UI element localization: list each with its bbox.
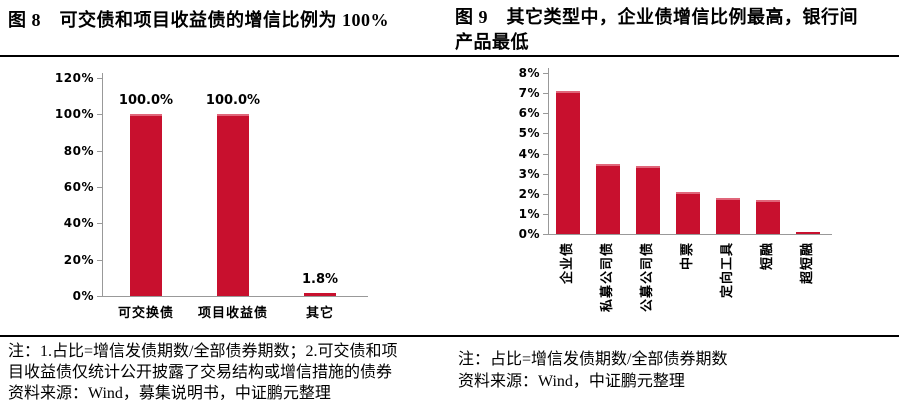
bar-定向工具	[716, 198, 740, 234]
bar-短融	[756, 200, 780, 234]
y-tick-mark	[97, 78, 102, 79]
y-tick-mark	[97, 260, 102, 261]
bar-value-label: 100.0%	[118, 93, 174, 108]
y-tick-mark	[543, 214, 548, 215]
bar-项目收益债	[217, 114, 249, 296]
bar-超短融	[796, 232, 820, 234]
y-tick-mark	[543, 133, 548, 134]
figure8-bar-chart: 120% 100% 80% 60% 40% 20% 0% 100.0% 可交换债 100.0% 项目…	[54, 71, 368, 321]
figure8-title-line: 图 8 可交债和项目收益债的增信比例为 100%	[8, 10, 389, 30]
y-tick-label: 5%	[518, 126, 540, 140]
y-tick-label: 40%	[63, 216, 94, 230]
figure-notes-row: 注：1.占比=增信发债期数/全部债券期数；2.可交债和项 目收益债仅统计公开披露…	[0, 335, 899, 406]
figure-titles-row: 图 8 可交债和项目收益债的增信比例为 100% 图 9 其它类型中，企业债增信…	[0, 0, 899, 57]
figure9-title-line2: 产品最低	[455, 32, 529, 52]
figure9-source-line: 资料来源：Wind，中证鹏元整理	[458, 373, 685, 390]
x-category-label: 可交换债	[117, 306, 174, 321]
bar-可交换债	[130, 114, 162, 296]
x-category-label: 超短融	[800, 242, 815, 285]
y-tick-mark	[543, 73, 548, 74]
x-category-label: 短融	[760, 242, 775, 271]
y-tick-label: 4%	[518, 147, 540, 161]
figure8-title: 图 8 可交债和项目收益债的增信比例为 100%	[8, 8, 389, 33]
x-category-label: 企业债	[560, 242, 575, 285]
bar-value-label: 1.8%	[301, 272, 339, 287]
y-tick-label: 8%	[518, 66, 540, 80]
y-tick-mark	[543, 194, 548, 195]
y-tick-mark	[543, 154, 548, 155]
figure9-note-line1: 注：占比=增信发债期数/全部债券期数	[458, 351, 728, 368]
y-tick-mark	[543, 174, 548, 175]
bar-公募公司债	[636, 166, 660, 234]
x-category-label: 定向工具	[720, 242, 735, 299]
figure9-bar-chart: 8% 7% 6% 5% 4% 3% 2% 1% 0% 企业债 私募公司债 公募公司债 中票 定向工具 短融超…	[518, 66, 832, 313]
y-tick-label: 120%	[54, 71, 94, 85]
y-tick-label: 20%	[63, 253, 94, 267]
y-tick-label: 0%	[72, 289, 94, 303]
y-tick-mark	[97, 114, 102, 115]
figure9-title-line1: 图 9 其它类型中，企业债增信比例最高，银行间	[455, 7, 858, 27]
x-category-label: 私募公司债	[600, 242, 615, 313]
y-tick-label: 100%	[54, 107, 94, 121]
y-tick-mark	[543, 234, 548, 235]
y-tick-mark	[97, 187, 102, 188]
bar-私募公司债	[596, 164, 620, 234]
bar-其它	[304, 293, 336, 296]
y-tick-label: 1%	[518, 207, 540, 221]
figure9-notes: 注：占比=增信发债期数/全部债券期数 资料来源：Wind，中证鹏元整理	[458, 349, 727, 393]
y-tick-mark	[97, 223, 102, 224]
y-tick-mark	[97, 296, 102, 297]
y-tick-mark	[543, 93, 548, 94]
bar-企业债	[556, 91, 580, 234]
y-tick-label: 80%	[63, 144, 94, 158]
x-axis-line	[548, 234, 832, 235]
y-tick-label: 6%	[518, 106, 540, 120]
y-tick-label: 0%	[518, 227, 540, 241]
y-tick-label: 2%	[518, 187, 540, 201]
x-category-label: 中票	[680, 242, 695, 271]
y-tick-label: 60%	[63, 180, 94, 194]
bar-value-label: 100.0%	[205, 93, 261, 108]
y-tick-label: 3%	[518, 167, 540, 181]
y-tick-mark	[543, 113, 548, 114]
x-category-label: 项目收益债	[197, 306, 268, 321]
x-axis-line	[102, 296, 368, 297]
figure8-source-line: 资料来源：Wind，募集说明书，中证鹏元整理	[8, 385, 331, 402]
figure8-note-line1: 注：1.占比=增信发债期数/全部债券期数；2.可交债和项	[8, 343, 398, 360]
y-tick-label: 7%	[518, 86, 540, 100]
y-axis-line	[102, 73, 103, 296]
y-axis-line	[548, 68, 549, 234]
figure9-title: 图 9 其它类型中，企业债增信比例最高，银行间 产品最低	[455, 5, 858, 55]
x-category-label: 公募公司债	[640, 242, 655, 313]
figure8-notes: 注：1.占比=增信发债期数/全部债券期数；2.可交债和项 目收益债仅统计公开披露…	[8, 341, 397, 404]
bar-中票	[676, 192, 700, 234]
y-tick-mark	[97, 151, 102, 152]
figure8-note-line2: 目收益债仅统计公开披露了交易结构或增信措施的债券	[8, 364, 393, 381]
x-category-label: 其它	[305, 306, 334, 321]
